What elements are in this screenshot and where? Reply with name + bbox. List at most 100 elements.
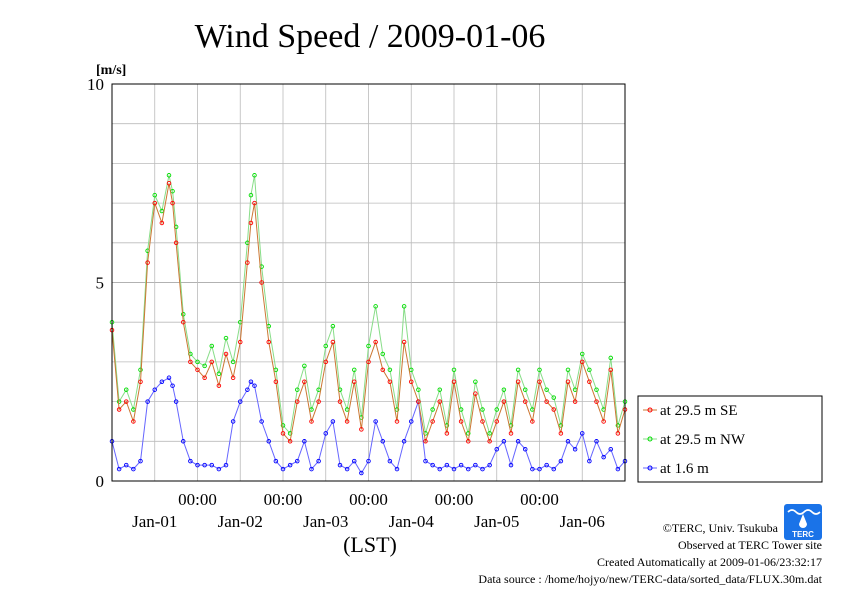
date-label: Jan-05: [474, 512, 519, 531]
data-point: [523, 399, 528, 404]
x-tick-label: 00:00: [520, 490, 559, 509]
x-axis-label: (LST): [343, 532, 397, 557]
date-label: Jan-04: [389, 512, 435, 531]
data-point: [458, 462, 464, 468]
data-point: [337, 462, 343, 468]
data-point: [287, 439, 293, 444]
data-point: [180, 439, 186, 444]
data-point: [580, 431, 585, 436]
x-tick-label: 00:00: [264, 490, 303, 509]
data-point: [316, 399, 321, 404]
data-point: [237, 339, 243, 345]
data-point: [451, 379, 457, 385]
logo-text: TERC: [792, 530, 814, 539]
data-point: [344, 466, 350, 472]
data-point: [501, 399, 507, 404]
data-point: [280, 466, 286, 472]
data-point: [601, 419, 606, 424]
data-point: [487, 462, 492, 468]
data-point: [166, 375, 172, 381]
series-2: [109, 375, 628, 476]
x-axis-ticks: 00:00 00:00 00:00 00:00 00:00: [178, 490, 559, 509]
data-point: [366, 343, 371, 349]
data-point: [466, 439, 471, 444]
data-point: [209, 343, 214, 349]
data-point: [515, 439, 521, 444]
x-tick-label: 00:00: [435, 490, 474, 509]
data-point: [195, 359, 200, 365]
data-point: [551, 395, 557, 400]
data-point: [480, 419, 485, 424]
data-point: [565, 439, 571, 444]
data-point: [209, 359, 214, 365]
data-point: [608, 367, 614, 373]
data-point: [138, 458, 143, 464]
data-point: [572, 446, 578, 452]
data-point: [273, 379, 279, 385]
legend-marker: [647, 407, 653, 413]
data-point: [587, 379, 592, 385]
data-point: [295, 387, 300, 392]
data-point: [494, 446, 500, 452]
data-point: [580, 359, 585, 365]
data-point: [394, 419, 400, 424]
data-point: [565, 379, 571, 385]
data-point: [216, 466, 222, 472]
legend-label: at 29.5 m SE: [660, 403, 738, 419]
data-point: [544, 462, 549, 468]
data-point: [248, 220, 254, 226]
data-point: [302, 363, 307, 369]
data-point: [252, 173, 257, 178]
data-point: [116, 466, 122, 472]
data-point: [580, 351, 585, 357]
data-point: [608, 355, 614, 361]
data-point: [295, 399, 300, 404]
data-point: [173, 240, 179, 246]
data-point: [202, 462, 207, 468]
data-point: [166, 173, 172, 178]
data-point: [473, 391, 478, 396]
data-point: [330, 323, 336, 329]
data-point: [302, 379, 307, 385]
y-axis-ticks: 0 5 10: [87, 75, 104, 491]
data-point: [537, 367, 542, 373]
data-point: [323, 343, 329, 349]
data-point: [451, 367, 457, 373]
legend-label: at 29.5 m NW: [660, 432, 746, 448]
date-label: Jan-06: [560, 512, 605, 531]
x-tick-label: 00:00: [349, 490, 388, 509]
data-point: [344, 419, 350, 424]
data-point: [202, 375, 207, 381]
series-1: [109, 173, 628, 436]
data-point: [401, 304, 407, 309]
data-point: [437, 466, 443, 472]
data-point: [159, 379, 165, 385]
grid-lines: [112, 84, 625, 481]
plot-frame: [111, 83, 626, 482]
x-tick-label: 00:00: [178, 490, 217, 509]
data-point: [123, 462, 129, 468]
data-point: [309, 419, 314, 424]
data-point: [180, 319, 186, 325]
data-point: [444, 462, 450, 468]
data-point: [359, 470, 364, 476]
data-point: [245, 387, 250, 392]
data-point: [572, 399, 578, 404]
data-point: [608, 446, 614, 452]
terc-logo: TERC: [784, 504, 822, 540]
data-point: [494, 407, 500, 412]
data-point: [280, 423, 286, 428]
date-label: Jan-03: [303, 512, 348, 531]
data-point: [138, 367, 143, 373]
data-point: [558, 431, 564, 436]
data-point: [259, 419, 264, 424]
legend-marker: [647, 436, 653, 442]
data-point: [230, 375, 236, 381]
data-point: [180, 312, 186, 317]
plot-area: [109, 83, 628, 482]
data-point: [202, 363, 207, 369]
data-point: [116, 399, 122, 404]
data-point: [551, 466, 557, 472]
data-point: [373, 419, 378, 424]
